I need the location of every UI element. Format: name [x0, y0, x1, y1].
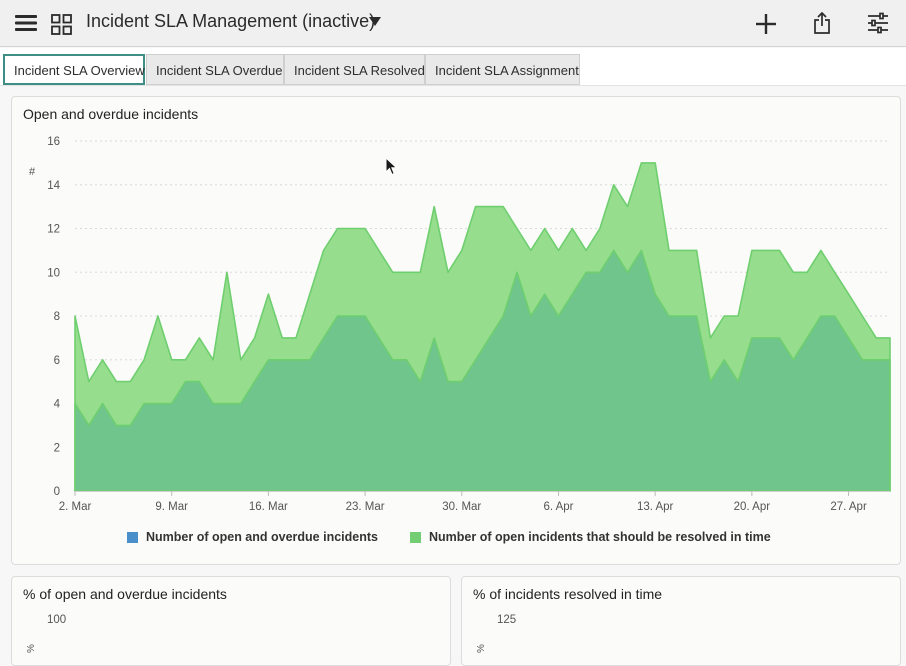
pct-resolved-in-time-card: % of incidents resolved in time 125 %	[461, 576, 901, 666]
tab-incident-sla-assignment[interactable]: Incident SLA Assignment	[425, 54, 580, 85]
x-tick-label-1: 9. Mar	[155, 501, 188, 513]
tab-incident-sla-resolved[interactable]: Incident SLA Resolved	[284, 54, 425, 85]
x-tick-label-7: 20. Apr	[734, 501, 771, 513]
y-tick-label-0: 0	[54, 486, 60, 498]
open-overdue-chart-card: Open and overdue incidents 0 2 4 6 8 10 12 14 16…	[11, 96, 901, 565]
legend-swatch-resolved-in-time	[410, 531, 421, 543]
y-axis-label: #	[29, 166, 36, 178]
chart-title: Open and overdue incidents	[23, 106, 199, 122]
x-tick-label-4: 30. Mar	[442, 501, 481, 513]
legend-item-open-overdue[interactable]: Number of open and overdue incidents	[127, 530, 378, 544]
y-tick-label-2: 2	[54, 442, 60, 454]
plus-icon[interactable]	[754, 12, 778, 36]
dashboard-tab-bar: Incident SLA Overview Incident SLA Overd…	[0, 48, 906, 86]
y-tick-label-8: 8	[54, 311, 60, 323]
area-series-1	[74, 249, 891, 492]
pct-open-overdue-card: % of open and overdue incidents 100 %	[11, 576, 451, 666]
pct-resolved-in-time-title: % of incidents resolved in time	[473, 586, 663, 602]
y-tick-label-10: 10	[47, 267, 60, 279]
pct-resolved-in-time-top-tick: 125	[497, 614, 517, 626]
x-tick-label-2: 16. Mar	[249, 501, 288, 513]
pct-open-overdue-top-tick: 100	[47, 614, 67, 626]
grid-icon[interactable]	[49, 12, 73, 36]
legend-label-open-overdue: Number of open and overdue incidents	[146, 530, 378, 544]
x-tick-label-6: 13. Apr	[637, 501, 674, 513]
tab-incident-sla-overview[interactable]: Incident SLA Overview	[3, 54, 145, 85]
y-tick-label-6: 6	[54, 355, 60, 367]
menu-icon[interactable]	[14, 12, 38, 34]
x-tick-label-8: 27. Apr	[830, 501, 867, 513]
legend-swatch-open-overdue	[127, 531, 138, 543]
tab-incident-sla-overdue[interactable]: Incident SLA Overdue	[146, 54, 284, 85]
y-tick-label-4: 4	[54, 399, 61, 411]
x-tick-label-3: 23. Mar	[346, 501, 385, 513]
page-title: Incident SLA Management (inactive)	[86, 11, 376, 31]
pct-open-overdue-title: % of open and overdue incidents	[23, 586, 227, 602]
open-overdue-area-chart: 0 2 4 6 8 10 12 14 16 #2. Mar 9. Mar 16. Mar 23. Mar…	[29, 136, 891, 513]
y-tick-label-12: 12	[47, 224, 60, 236]
mouse-cursor-icon	[385, 157, 398, 176]
filter-sliders-icon[interactable]	[866, 11, 890, 35]
y-tick-label-14: 14	[47, 180, 60, 192]
legend-item-resolved-in-time[interactable]: Number of open incidents that should be …	[410, 530, 771, 544]
top-bar: Incident SLA Management (inactive)	[0, 0, 906, 47]
share-icon[interactable]	[811, 11, 833, 35]
y-tick-label-16: 16	[47, 136, 60, 148]
legend-label-resolved-in-time: Number of open incidents that should be …	[429, 530, 771, 544]
x-tick-label-0: 2. Mar	[59, 501, 92, 513]
caret-down-icon[interactable]	[369, 17, 381, 26]
x-tick-label-5: 6. Apr	[543, 501, 573, 513]
